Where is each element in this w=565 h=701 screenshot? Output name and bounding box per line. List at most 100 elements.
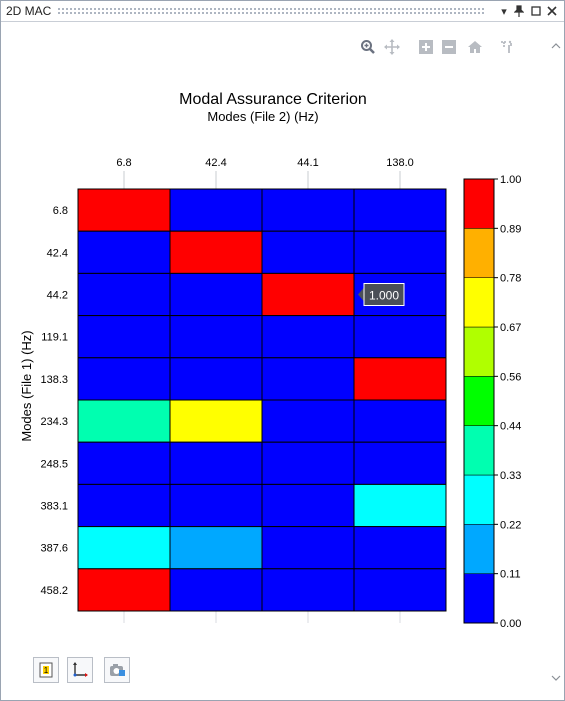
heatmap-cell <box>169 441 263 485</box>
dropdown-icon[interactable]: ▾ <box>501 5 507 18</box>
pan-icon[interactable] <box>383 38 401 56</box>
y-tick-label: 42.4 <box>47 247 68 259</box>
heatmap-cell <box>169 483 263 528</box>
heatmap-cell <box>353 315 447 359</box>
colorbar-border <box>463 178 495 624</box>
heatmap-cell <box>261 568 355 612</box>
tooltip-box <box>363 283 405 306</box>
snapshot-button[interactable] <box>104 657 130 683</box>
y-tick-label: 248.5 <box>40 458 68 470</box>
colorbar-tick-label: 0.56 <box>500 371 521 383</box>
zoom-out-icon[interactable] <box>440 38 458 56</box>
y-tick-labels: 6.8 42.4 44.2 119.1 138.3 234.3 248.5 383.1 387.… <box>40 205 68 597</box>
heatmap-cell <box>77 526 171 570</box>
heatmap-cell <box>353 526 447 570</box>
scroll-down-icon[interactable] <box>549 671 563 685</box>
colorbar-tick-label: 0.44 <box>500 421 521 433</box>
y-tick-label: 119.1 <box>41 332 68 344</box>
heatmap-cell <box>77 315 171 359</box>
y-tick-label: 234.3 <box>40 416 68 428</box>
pin-icon[interactable] <box>512 3 526 19</box>
heatmap-cell <box>169 272 263 317</box>
heatmap-cell <box>77 357 171 401</box>
x-tick-labels: 6.8 42.4 44.1 138.0 <box>116 157 414 189</box>
heatmap-cell <box>77 483 171 528</box>
y-tick-label: 138.3 <box>40 374 68 386</box>
zoom-icon[interactable] <box>359 38 377 56</box>
heatmap-cell <box>353 441 447 485</box>
heatmap-cell <box>261 315 355 359</box>
heatmap-cell <box>169 230 263 274</box>
colorbar-segment <box>463 376 495 426</box>
heatmap-cell <box>261 441 355 485</box>
svg-text:1: 1 <box>44 666 49 675</box>
heatmap-cell <box>353 399 447 443</box>
titlebar-grip[interactable] <box>57 7 486 14</box>
restore-icon[interactable] <box>529 3 543 19</box>
datatip-icon[interactable] <box>498 38 516 56</box>
colorbar-tick-label: 0.11 <box>500 569 521 581</box>
heatmap-cell <box>169 188 263 232</box>
colorbar-segment <box>463 228 495 278</box>
heatmap-cell <box>169 526 263 570</box>
tooltip-pointer <box>358 287 364 302</box>
colorbar-tick-label: 0.67 <box>500 322 521 334</box>
colorbar-segment <box>463 573 495 624</box>
x-tick-label: 42.4 <box>205 157 226 169</box>
colorbar-tick-label: 0.00 <box>500 618 521 630</box>
colorbar-segment <box>463 524 495 574</box>
heatmap-cell <box>77 272 171 317</box>
colorbar-segment <box>463 425 495 476</box>
heatmap-cell <box>77 441 171 485</box>
x-tick-label: 138.0 <box>386 157 414 169</box>
heatmap-cell <box>261 188 355 232</box>
colorbar-segment <box>463 178 495 229</box>
heatmap-cell <box>169 357 263 401</box>
grid-lines <box>123 611 401 623</box>
y-tick-label: 458.2 <box>40 585 68 597</box>
heatmap-cell <box>169 315 263 359</box>
mode-number-button[interactable]: 1 <box>33 657 59 683</box>
y-tick-label: 6.8 <box>53 205 68 217</box>
colorbar-tick-label: 0.33 <box>500 470 521 482</box>
value-tooltip: 1.000 <box>358 283 405 306</box>
plot-border <box>77 188 447 612</box>
colorbar-tick-label: 1.00 <box>500 174 521 186</box>
heatmap-cell <box>169 399 263 443</box>
panel-title: 2D MAC <box>6 4 52 18</box>
heatmap-cell <box>261 357 355 401</box>
heatmap-cell <box>261 272 355 317</box>
heatmap-cell <box>77 188 171 232</box>
home-icon[interactable] <box>466 38 484 56</box>
heatmap-cell <box>353 357 447 401</box>
axes-button[interactable] <box>67 657 93 683</box>
heatmap-cell <box>169 568 263 612</box>
scroll-up-icon[interactable] <box>549 39 563 53</box>
heatmap-cell <box>353 568 447 612</box>
panel-titlebar: 2D MAC ▾ <box>1 1 564 22</box>
heatmap-cell <box>353 483 447 528</box>
close-icon[interactable] <box>545 3 559 19</box>
y-tick-label: 383.1 <box>40 501 68 513</box>
y-axis-label: Modes (File 1) (Hz) <box>19 330 34 441</box>
y-tick-label: 44.2 <box>47 290 68 302</box>
x-axis-label: Modes (File 2) (Hz) <box>207 109 318 124</box>
heatmap-cell <box>77 399 171 443</box>
zoom-in-icon[interactable] <box>417 38 435 56</box>
heatmap-cells <box>77 188 447 612</box>
mac-heatmap-chart: Modal Assurance Criterion Modes (File 2)… <box>19 91 521 630</box>
colorbar-segment <box>463 277 495 328</box>
heatmap-cell <box>261 399 355 443</box>
y-tick-label: 387.6 <box>40 543 68 555</box>
chart-title: Modal Assurance Criterion <box>179 91 367 108</box>
x-tick-label: 6.8 <box>116 157 131 169</box>
heatmap-cell <box>77 230 171 274</box>
colorbar-tick-label: 0.22 <box>500 519 521 531</box>
heatmap-cell <box>77 568 171 612</box>
heatmap-cell <box>261 526 355 570</box>
heatmap-cell <box>261 483 355 528</box>
colorbar-tick-label: 0.78 <box>500 273 521 285</box>
colorbar-segment <box>463 326 495 377</box>
heatmap-cell <box>353 188 447 232</box>
